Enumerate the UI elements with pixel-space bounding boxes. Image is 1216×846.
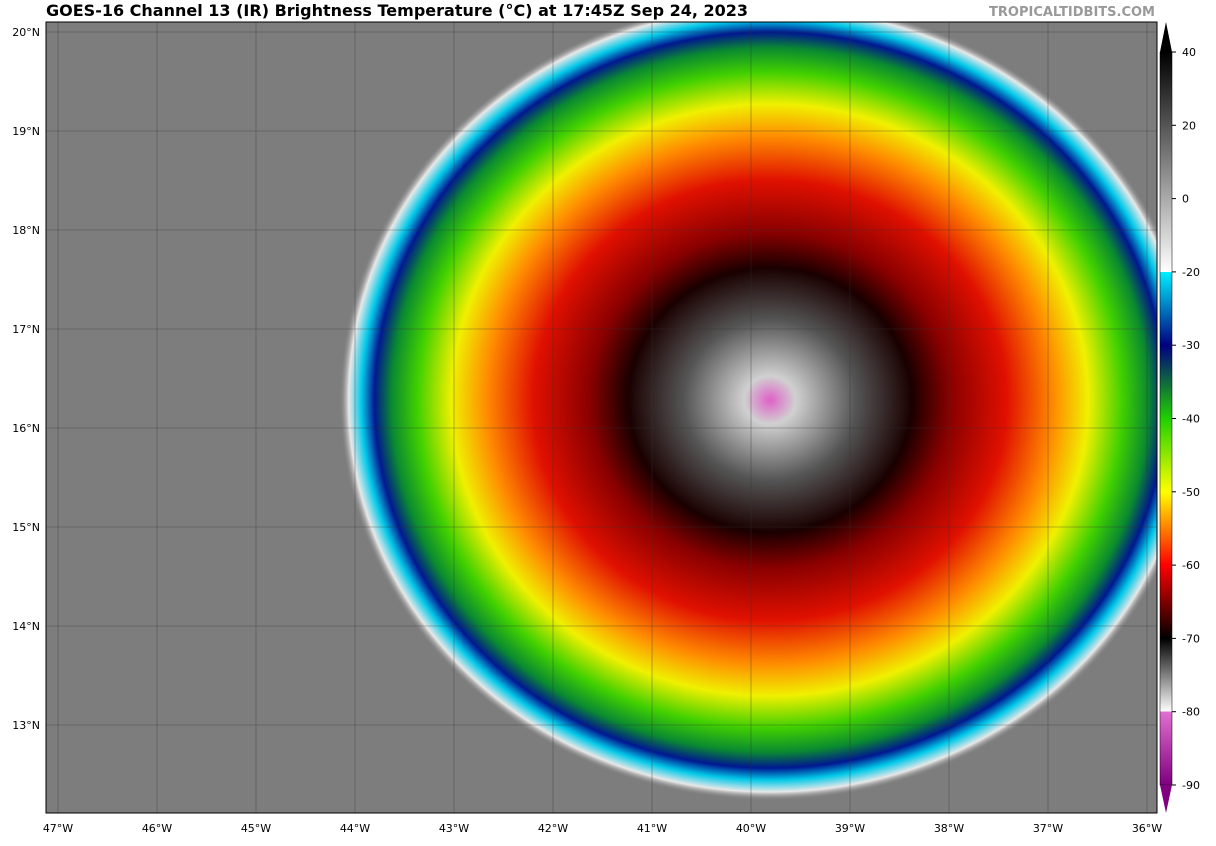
- lon-label: 42°W: [538, 822, 568, 835]
- lon-label: 37°W: [1033, 822, 1063, 835]
- colorbar-label: -70: [1182, 632, 1200, 645]
- lon-label: 47°W: [43, 822, 73, 835]
- colorbar-label: -80: [1182, 706, 1200, 719]
- colorbar-label: -50: [1182, 486, 1200, 499]
- graticule: [46, 22, 1157, 813]
- lat-label: 19°N: [12, 125, 40, 138]
- lon-label: 39°W: [835, 822, 865, 835]
- satellite-image: [46, 22, 1157, 813]
- lon-label: 38°W: [934, 822, 964, 835]
- title: GOES-16 Channel 13 (IR) Brightness Tempe…: [46, 1, 748, 20]
- lat-label: 17°N: [12, 323, 40, 336]
- colorbar-label: -20: [1182, 266, 1200, 279]
- colorbar-label: -40: [1182, 413, 1200, 426]
- lon-label: 40°W: [736, 822, 766, 835]
- lat-label: 14°N: [12, 620, 40, 633]
- lon-label: 41°W: [637, 822, 667, 835]
- lat-label: 20°N: [12, 26, 40, 39]
- lon-label: 44°W: [340, 822, 370, 835]
- map-frame: [45, 21, 1158, 814]
- colorbar-label: 40: [1182, 46, 1196, 59]
- colorbar-label: 0: [1182, 193, 1189, 206]
- lon-label: 46°W: [142, 822, 172, 835]
- lat-label: 13°N: [12, 719, 40, 732]
- lon-label: 43°W: [439, 822, 469, 835]
- colorbar: [1159, 22, 1173, 813]
- lon-label: 45°W: [241, 822, 271, 835]
- lat-label: 16°N: [12, 422, 40, 435]
- lat-label: 15°N: [12, 521, 40, 534]
- colorbar-label: -90: [1182, 779, 1200, 792]
- colorbar-label: 20: [1182, 119, 1196, 132]
- lon-label: 36°W: [1132, 822, 1162, 835]
- lat-label: 18°N: [12, 224, 40, 237]
- colorbar-label: -60: [1182, 559, 1200, 572]
- colorbar-label: -30: [1182, 339, 1200, 352]
- watermark: TROPICALTIDBITS.COM: [989, 5, 1155, 20]
